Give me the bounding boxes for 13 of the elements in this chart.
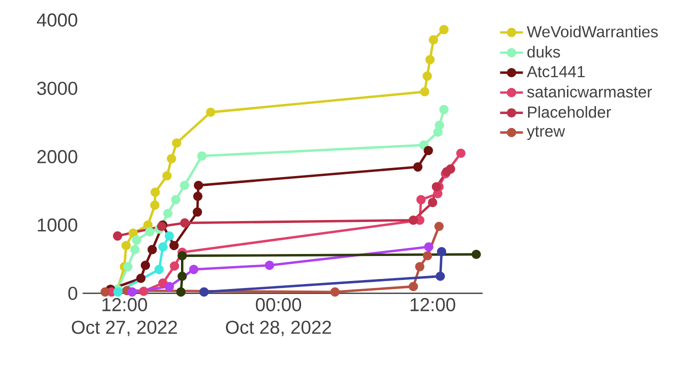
y-tick-label: 0 [68, 286, 78, 300]
legend-label: WeVoidWarranties [526, 26, 658, 38]
y-tick-label: 2000 [37, 150, 78, 164]
legend-label: ytrew [526, 126, 566, 140]
legend-label: Atc1441 [526, 66, 585, 78]
y-tick-label: 3000 [37, 82, 78, 95]
x-tick-label: 12:00 [410, 298, 456, 312]
y-tick-label: 1000 [38, 218, 78, 232]
x-tick-label: 00:00 Oct 28, 2022 [226, 298, 331, 336]
legend-label: Placeholder [528, 106, 611, 118]
y-tick-label: 4000 [36, 13, 78, 27]
legend-label: duks [527, 46, 560, 58]
legend-label: satanicwarmaster [527, 86, 652, 98]
